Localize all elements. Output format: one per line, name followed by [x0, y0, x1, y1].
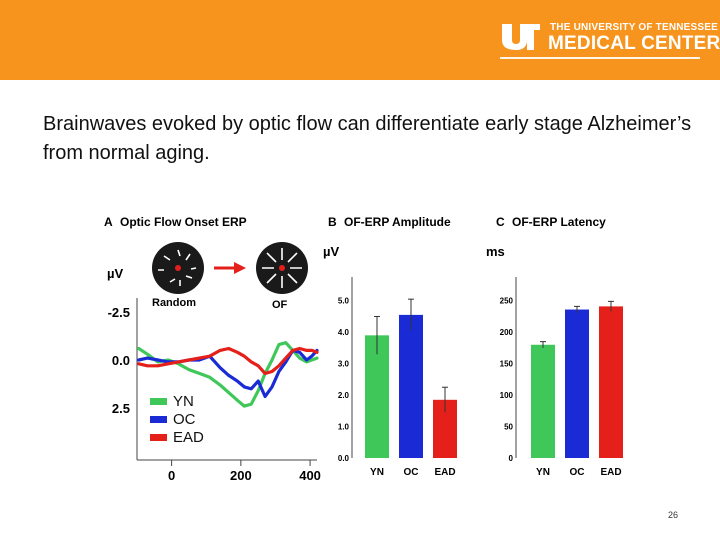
panel-a-y-tick-label: 2.5 — [112, 401, 130, 416]
legend-label-ead: EAD — [173, 429, 204, 446]
bar-yn — [365, 335, 389, 458]
ut-logo-icon — [502, 24, 540, 50]
y-tick-label: 150 — [500, 360, 514, 369]
panel-a-ylabel: µV — [107, 266, 123, 281]
legend-swatch-oc — [150, 416, 167, 423]
panel-c-letter: C — [496, 215, 505, 229]
panel-a-x-tick-label: 200 — [230, 468, 252, 483]
legend: YN OC EAD — [150, 393, 204, 446]
random-dots-icon — [152, 242, 204, 294]
x-tick-label-oc: OC — [404, 467, 419, 478]
x-tick-label-yn: YN — [536, 467, 550, 478]
x-tick-label-oc: OC — [570, 467, 585, 478]
panel-a-letter: A — [104, 215, 113, 229]
y-tick-label: 50 — [504, 423, 513, 432]
x-tick-label-ead: EAD — [600, 467, 621, 478]
panel-c: C OF-ERP Latency ms 0 50 100 150 200 250 YN OC E… — [486, 215, 623, 478]
header-bar: THE UNIVERSITY OF TENNESSEE MEDICAL CENT… — [0, 0, 720, 80]
panel-a-x-tick-marks — [171, 460, 311, 466]
y-tick-label: 0 — [509, 454, 514, 463]
panel-a-title: Optic Flow Onset ERP — [120, 215, 247, 229]
series-line-ead — [137, 346, 319, 375]
x-tick-label-yn: YN — [370, 467, 384, 478]
y-tick-label: 4.0 — [338, 328, 350, 337]
x-tick-label-ead: EAD — [434, 467, 455, 478]
y-tick-label: 0.0 — [338, 454, 350, 463]
bar-oc — [399, 314, 423, 458]
bar-yn — [531, 344, 555, 458]
y-tick-label: 2.0 — [338, 391, 350, 400]
panel-a: A Optic Flow Onset ERP µV -2.5 0.0 2.5 0 20… — [104, 215, 321, 483]
optic-flow-dots-icon — [256, 242, 308, 294]
legend-label-yn: YN — [173, 393, 194, 410]
series-line-oc — [137, 348, 319, 399]
panel-a-y-tick-labels: -2.5 0.0 2.5 — [108, 305, 130, 416]
logo-medical-center-text: MEDICAL CENTER — [548, 33, 720, 54]
of-label: OF — [272, 299, 288, 311]
panel-a-x-tick-labels: 0 200 400 — [168, 468, 321, 483]
legend-swatch-ead — [150, 434, 167, 441]
bar-ead — [599, 306, 623, 458]
panel-c-title: OF-ERP Latency — [512, 215, 606, 229]
random-label: Random — [152, 297, 196, 309]
bar-oc — [565, 309, 589, 458]
panel-b: B OF-ERP Amplitude µV 0.0 1.0 2.0 3.0 4.0 5.0… — [323, 215, 457, 478]
panel-b-bars: 0.0 1.0 2.0 3.0 4.0 5.0 YN OC EAD — [338, 277, 457, 478]
panel-a-x-tick-label: 0 — [168, 468, 175, 483]
logo-divider — [500, 57, 700, 59]
legend-swatch-yn — [150, 398, 167, 405]
legend-label-oc: OC — [173, 411, 196, 428]
y-tick-label: 3.0 — [338, 360, 350, 369]
y-tick-label: 1.0 — [338, 423, 350, 432]
slide-headline: Brainwaves evoked by optic flow can diff… — [43, 113, 692, 164]
panel-c-bars: 0 50 100 150 200 250 YN OC EAD — [500, 277, 623, 478]
y-tick-label: 250 — [500, 297, 514, 306]
arrow-right-icon — [214, 262, 246, 274]
panel-c-ylabel: ms — [486, 244, 505, 259]
panel-b-letter: B — [328, 215, 337, 229]
panel-a-series-lines — [137, 341, 319, 408]
panel-a-x-tick-label: 400 — [299, 468, 321, 483]
page-number: 26 — [668, 510, 679, 520]
panel-b-title: OF-ERP Amplitude — [344, 215, 451, 229]
panel-a-y-tick-label: 0.0 — [112, 353, 130, 368]
y-tick-label: 200 — [500, 328, 514, 337]
y-tick-label: 5.0 — [338, 297, 350, 306]
logo-university-text: THE UNIVERSITY OF TENNESSEE — [550, 22, 719, 33]
y-tick-label: 100 — [500, 391, 514, 400]
panel-a-y-tick-label: -2.5 — [108, 305, 130, 320]
panel-b-ylabel: µV — [323, 244, 339, 259]
